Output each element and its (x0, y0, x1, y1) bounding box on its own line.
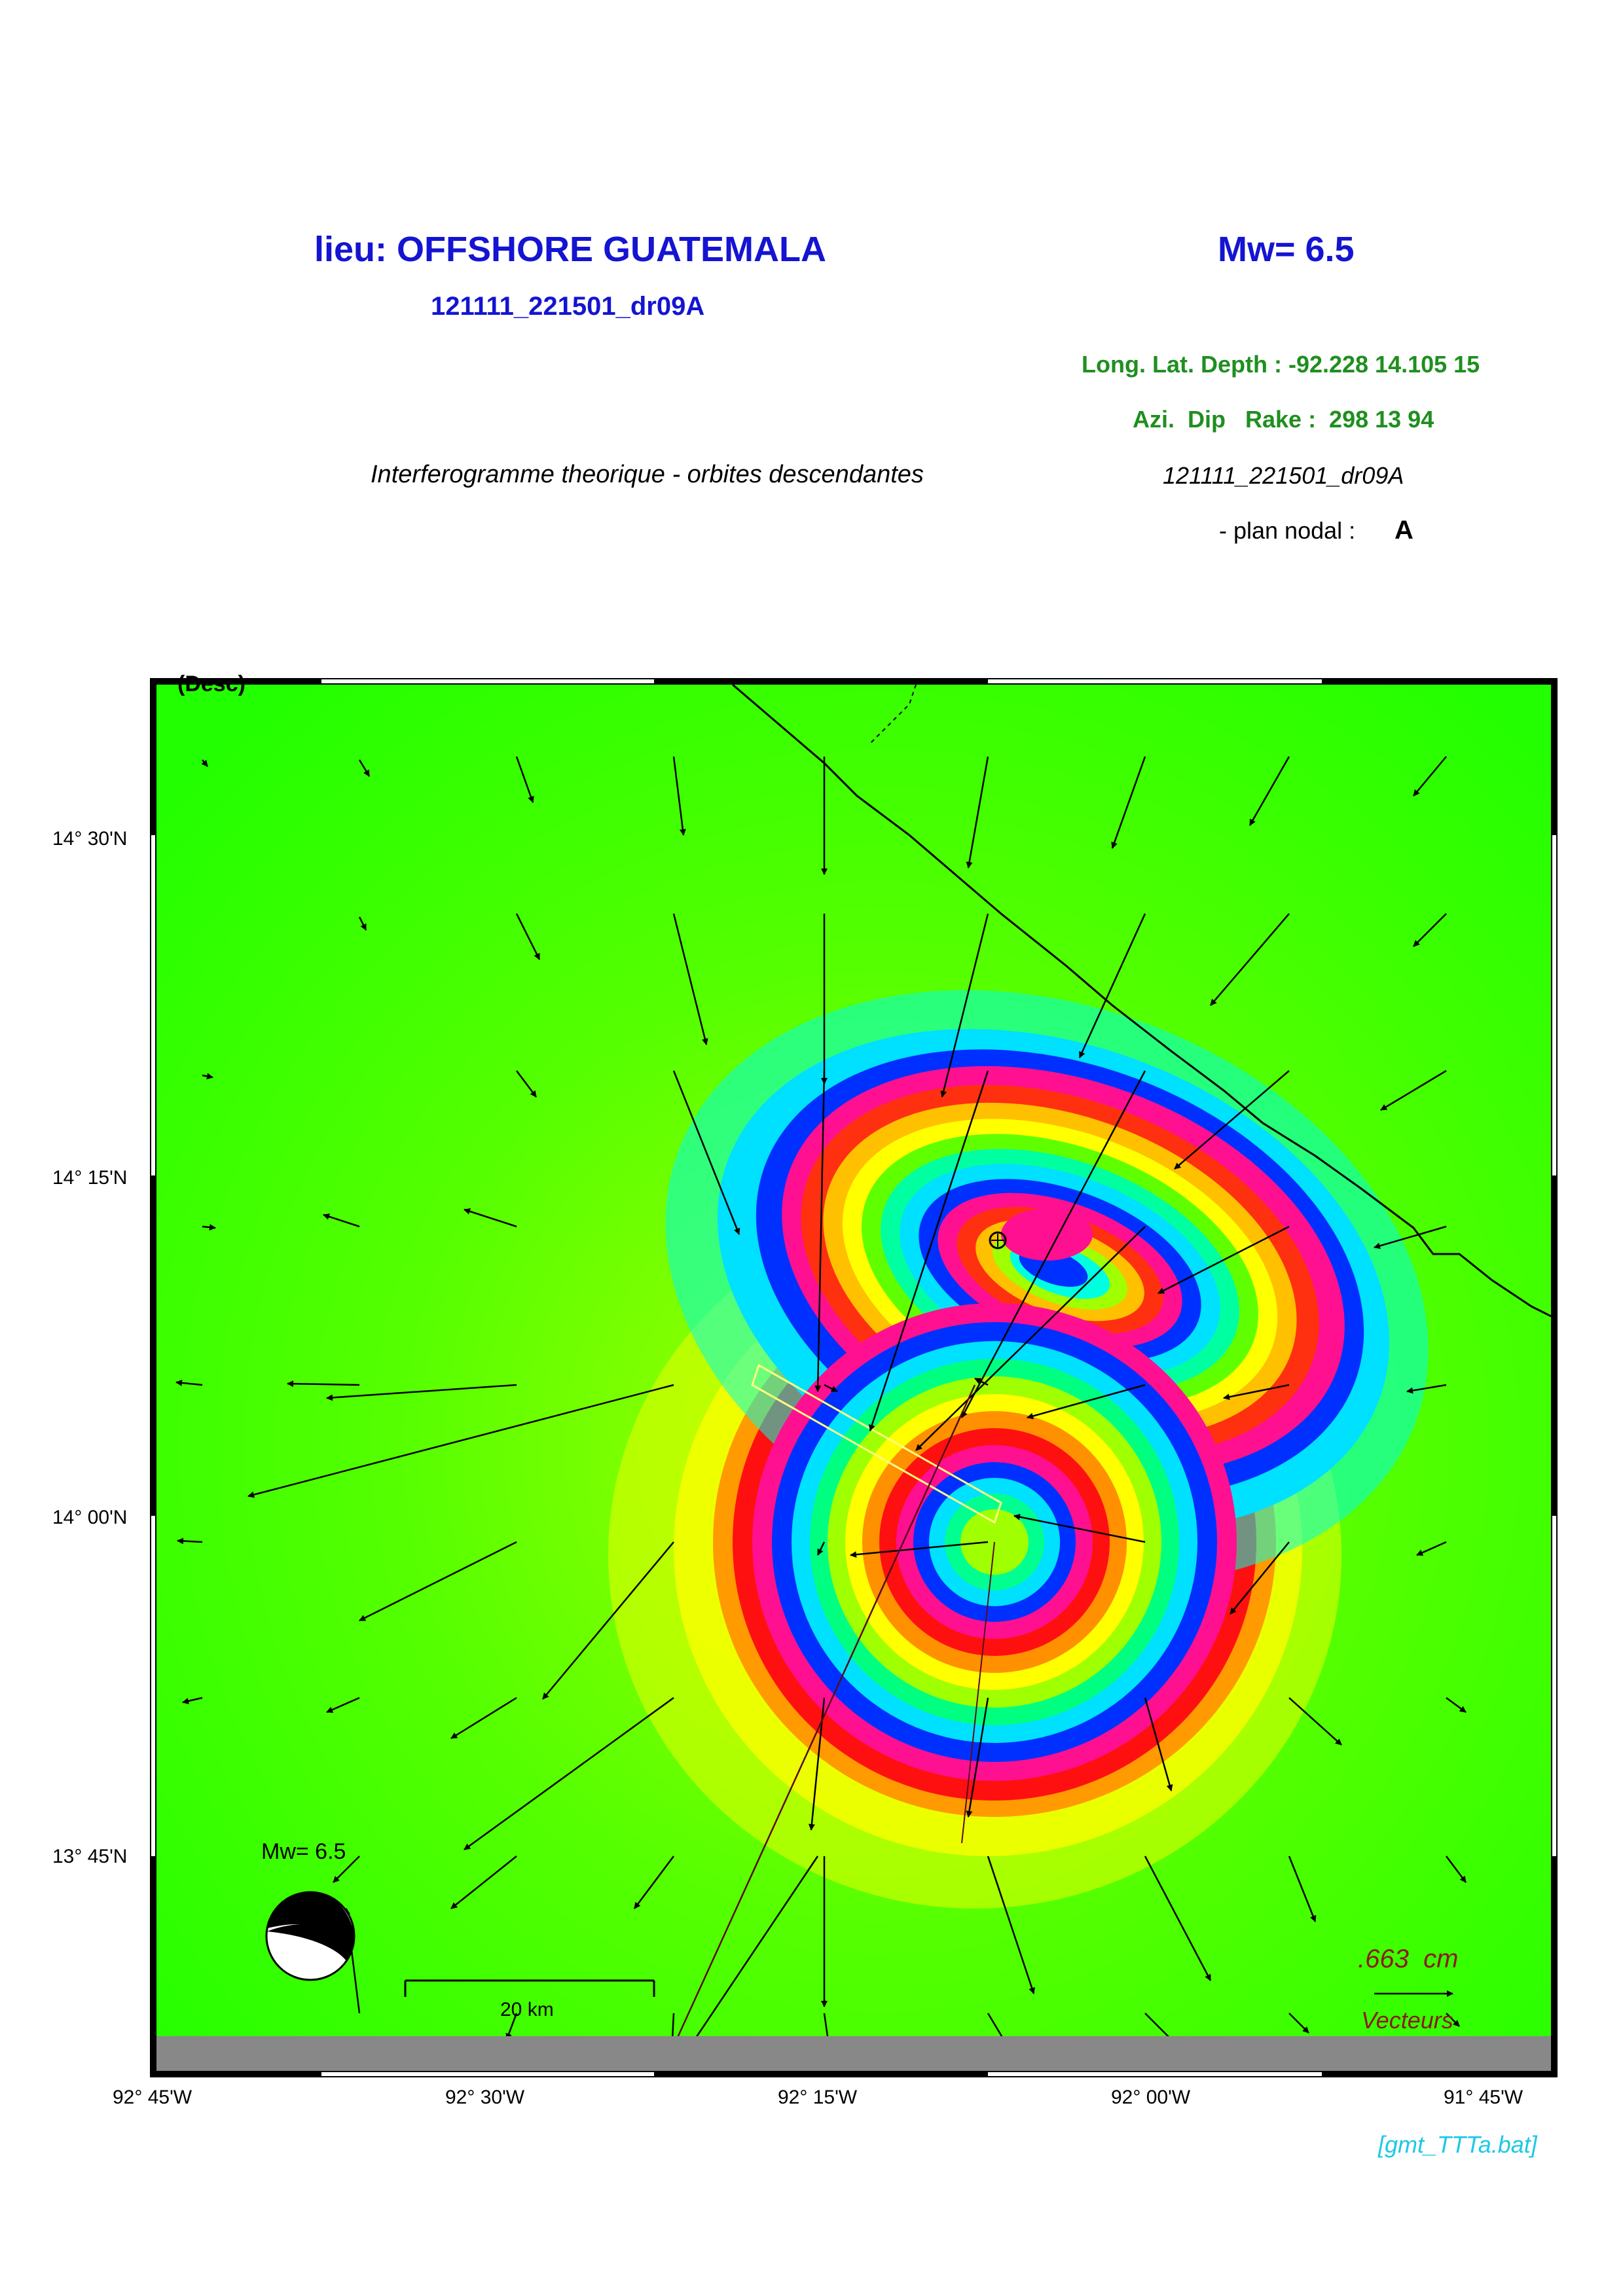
event-id-secondary: 121111_221501_dr09A (1163, 462, 1404, 489)
lat-label-13-45: 13° 45'N (52, 1846, 128, 1867)
border-line (869, 684, 917, 744)
interferogram-map: (Desc) Mw= 6.5 20 km .663 cm Vecteurs (150, 672, 1558, 2077)
lon-label-92-15: 92° 15'W (778, 2087, 858, 2108)
plan-nodal-label: - plan nodal : (1219, 517, 1356, 544)
plan-nodal-value: A (1395, 516, 1413, 545)
beachball-label: Mw= 6.5 (261, 1839, 346, 1864)
long-vector-arrow (672, 1384, 976, 2047)
lat-label-14-00: 14° 00'N (52, 1507, 128, 1528)
epicenter-icon (989, 1231, 1007, 1249)
desc-label: (Desc) (177, 672, 246, 696)
event-id: 121111_221501_dr09A (431, 292, 705, 321)
displacement-vectors (175, 756, 1467, 2077)
coastline (732, 683, 1552, 1318)
lon-label-92-00: 92° 00'W (1111, 2087, 1191, 2108)
lon-label-92-30: 92° 30'W (445, 2087, 525, 2108)
scale-bar (404, 1979, 655, 1997)
map-subtitle: Interferogramme theorique - orbites desc… (371, 461, 924, 488)
lat-label-14-30: 14° 30'N (52, 828, 128, 850)
azidiprake-params: Azi. Dip Rake : 298 13 94 (1133, 406, 1434, 433)
long-vector-arrow-2 (961, 1541, 995, 1844)
lon-label-91-45: 91° 45'W (1444, 2087, 1523, 2108)
lat-label-14-15: 14° 15'N (52, 1167, 128, 1189)
vector-scale-value: .663 cm (1358, 1945, 1459, 1973)
map-frame (150, 678, 1558, 2077)
frame-ticks (151, 679, 1556, 2076)
scale-bar-label: 20 km (500, 1999, 554, 2020)
magnitude-title: Mw= 6.5 (1218, 230, 1355, 269)
location-title: lieu: OFFSHORE GUATEMALA (314, 230, 826, 269)
beachball-icon (265, 1891, 356, 1981)
fault-plane-outline (751, 1363, 1002, 1524)
no-data-strip (156, 2036, 1551, 2071)
script-footer: [gmt_TTTa.bat] (1378, 2131, 1537, 2158)
lon-label-92-45: 92° 45'W (113, 2087, 192, 2108)
vector-scale-label: Vecteurs (1361, 2007, 1453, 2034)
lonlatdepth-params: Long. Lat. Depth : -92.228 14.105 15 (1082, 351, 1480, 378)
